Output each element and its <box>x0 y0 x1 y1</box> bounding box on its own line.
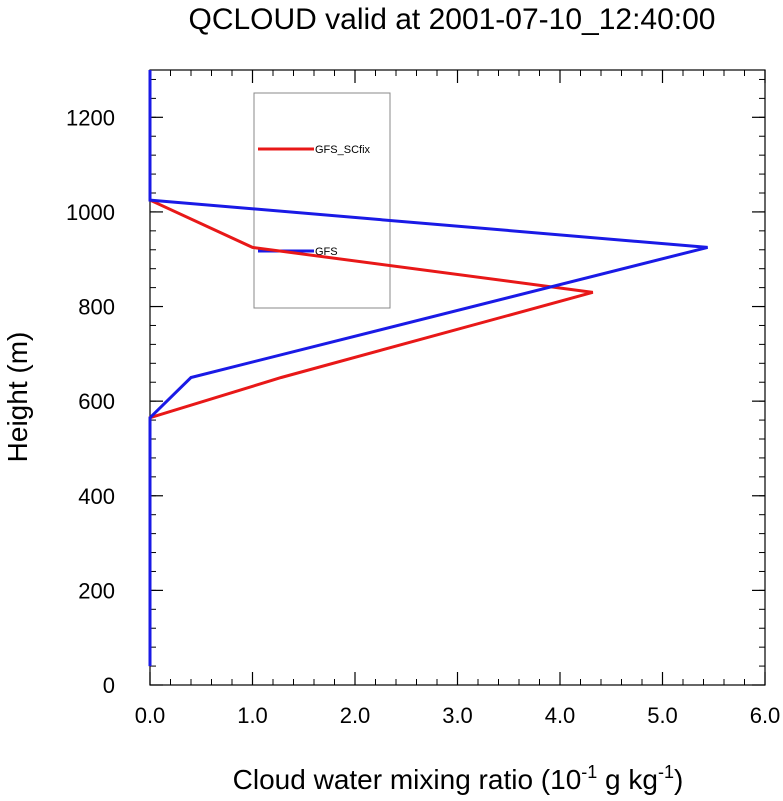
x-tick-label: 6.0 <box>750 703 781 728</box>
plot-area <box>149 69 766 686</box>
legend-label: GFS_SCfix <box>315 144 371 156</box>
x-tick-label: 3.0 <box>442 703 473 728</box>
chart-title: QCLOUD valid at 2001-07-10_12:40:00 <box>189 3 716 36</box>
y-tick-label: 0 <box>103 673 115 698</box>
x-tick-label: 0.0 <box>135 703 166 728</box>
x-tick-label: 5.0 <box>647 703 678 728</box>
series-layer <box>148 70 708 667</box>
series-line-gfs <box>148 70 708 667</box>
y-tick-label: 1200 <box>66 105 115 130</box>
x-tick-labels: 0.0 1.0 2.0 3.0 4.0 5.0 6.0 <box>135 703 781 728</box>
x-tick-label: 2.0 <box>340 703 371 728</box>
y-tick-labels: 0 200 400 600 800 1000 1200 <box>66 105 115 698</box>
plot-border <box>149 69 766 686</box>
legend-box <box>253 92 391 309</box>
x-axis-label: Cloud water mixing ratio (10-1 g kg-1) <box>233 762 684 795</box>
x-tick-label: 1.0 <box>237 703 268 728</box>
axis-ticks <box>149 70 766 686</box>
x-tick-label: 4.0 <box>545 703 576 728</box>
y-tick-label: 200 <box>78 578 115 603</box>
y-tick-label: 600 <box>78 389 115 414</box>
y-tick-label: 800 <box>78 295 115 320</box>
y-axis-label: Height (m) <box>2 332 33 463</box>
series-line-gfs-scfix <box>148 70 594 667</box>
y-tick-label: 400 <box>78 484 115 509</box>
y-tick-label: 1000 <box>66 200 115 225</box>
